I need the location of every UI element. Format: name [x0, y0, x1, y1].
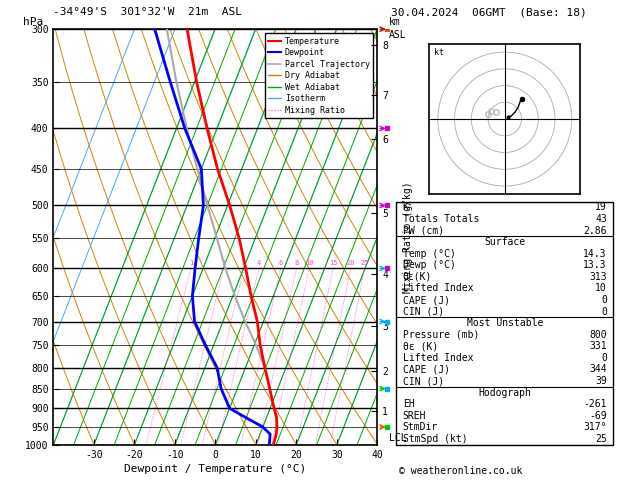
Text: kt: kt: [435, 49, 445, 57]
Text: 0: 0: [601, 295, 607, 305]
Text: 313: 313: [589, 272, 607, 282]
Text: CIN (J): CIN (J): [403, 376, 444, 386]
Text: 0: 0: [601, 307, 607, 316]
Text: SREH: SREH: [403, 411, 426, 421]
Text: Surface: Surface: [484, 237, 525, 247]
Text: 15: 15: [329, 260, 338, 266]
Text: Temp (°C): Temp (°C): [403, 249, 455, 259]
Text: 317°: 317°: [583, 422, 607, 433]
Text: Pressure (mb): Pressure (mb): [403, 330, 479, 340]
Text: Lifted Index: Lifted Index: [403, 353, 473, 363]
Text: Totals Totals: Totals Totals: [403, 214, 479, 224]
Text: 25: 25: [595, 434, 607, 444]
Text: StmSpd (kt): StmSpd (kt): [403, 434, 467, 444]
Text: K: K: [403, 203, 409, 212]
Text: 1: 1: [189, 260, 193, 266]
Text: CIN (J): CIN (J): [403, 307, 444, 316]
Text: PW (cm): PW (cm): [403, 226, 444, 236]
Text: ASL: ASL: [389, 30, 406, 39]
Text: LCL: LCL: [389, 434, 406, 443]
Text: hPa: hPa: [23, 17, 43, 27]
Text: CAPE (J): CAPE (J): [403, 295, 450, 305]
Text: EH: EH: [403, 399, 415, 409]
Text: Dewp (°C): Dewp (°C): [403, 260, 455, 270]
Text: -261: -261: [583, 399, 607, 409]
Text: 331: 331: [589, 341, 607, 351]
Text: 8: 8: [294, 260, 299, 266]
X-axis label: Dewpoint / Temperature (°C): Dewpoint / Temperature (°C): [125, 464, 306, 474]
Text: Mixing Ratio (g/kg): Mixing Ratio (g/kg): [403, 181, 413, 293]
Text: θε (K): θε (K): [403, 341, 438, 351]
Text: © weatheronline.co.uk: © weatheronline.co.uk: [399, 466, 523, 476]
Text: 20: 20: [347, 260, 355, 266]
Text: 30.04.2024  06GMT  (Base: 18): 30.04.2024 06GMT (Base: 18): [391, 7, 587, 17]
Text: 2.86: 2.86: [583, 226, 607, 236]
Text: 19: 19: [595, 203, 607, 212]
Text: 14.3: 14.3: [583, 249, 607, 259]
Text: 43: 43: [595, 214, 607, 224]
Text: 3: 3: [242, 260, 246, 266]
Text: 39: 39: [595, 376, 607, 386]
Text: Hodograph: Hodograph: [478, 388, 532, 398]
Text: Most Unstable: Most Unstable: [467, 318, 543, 328]
Text: CAPE (J): CAPE (J): [403, 364, 450, 375]
Text: StmDir: StmDir: [403, 422, 438, 433]
Text: 344: 344: [589, 364, 607, 375]
Text: km: km: [389, 17, 401, 27]
Text: 10: 10: [595, 283, 607, 294]
Text: 2: 2: [221, 260, 226, 266]
Text: 4: 4: [257, 260, 261, 266]
Text: -34°49'S  301°32'W  21m  ASL: -34°49'S 301°32'W 21m ASL: [53, 7, 242, 17]
Text: 10: 10: [305, 260, 314, 266]
Text: -69: -69: [589, 411, 607, 421]
Text: 6: 6: [279, 260, 282, 266]
Text: 0: 0: [601, 353, 607, 363]
Text: Lifted Index: Lifted Index: [403, 283, 473, 294]
Legend: Temperature, Dewpoint, Parcel Trajectory, Dry Adiabat, Wet Adiabat, Isotherm, Mi: Temperature, Dewpoint, Parcel Trajectory…: [265, 34, 373, 118]
Text: 25: 25: [360, 260, 369, 266]
Text: 13.3: 13.3: [583, 260, 607, 270]
Text: θε(K): θε(K): [403, 272, 432, 282]
Text: 800: 800: [589, 330, 607, 340]
